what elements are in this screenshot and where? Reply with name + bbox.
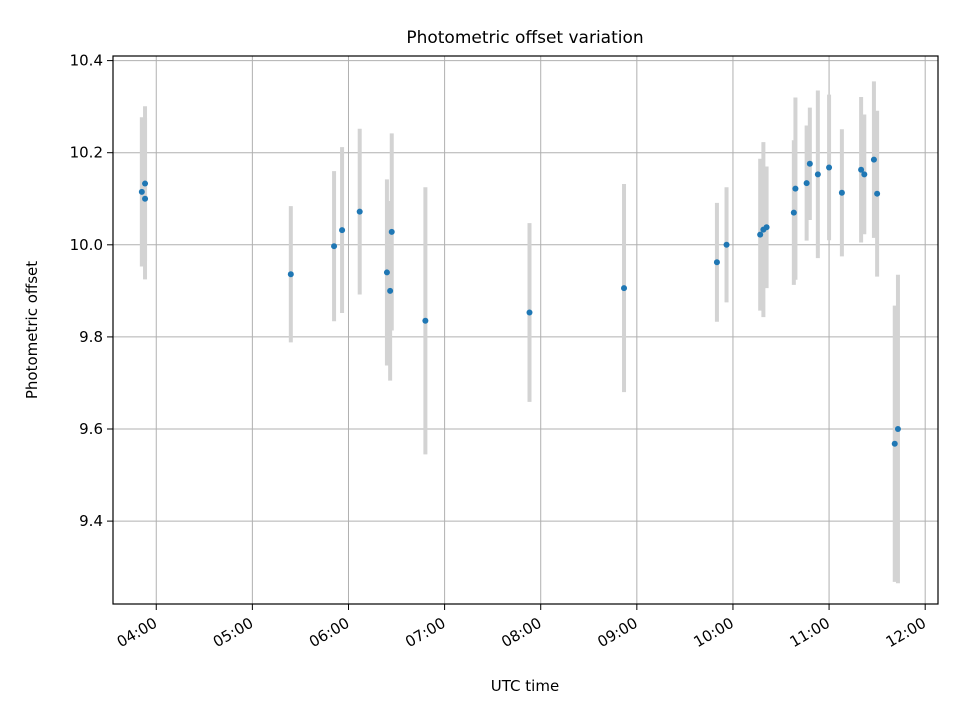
y-tick-label: 9.6 [79,420,103,438]
data-point [814,171,821,178]
y-tick-label: 9.4 [79,512,103,530]
chart-title: Photometric offset variation [406,28,643,48]
y-axis: 9.4 9.6 9.8 10.0 10.2 10.4 [70,52,113,530]
y-tick-label: 9.8 [79,328,103,346]
data-point [356,208,363,215]
data-point [870,156,877,163]
data-point [142,180,149,187]
y-axis-label: Photometric offset [23,261,41,399]
data-point [891,440,898,447]
data-point [142,195,149,202]
data-point [858,166,865,173]
data-point [526,309,533,316]
y-tick-label: 10.4 [70,52,103,70]
data-point [388,228,395,235]
data-point [621,285,628,292]
y-tick-label: 10.0 [70,236,103,254]
data-point [838,189,845,196]
data-point [422,317,429,324]
data-point [331,243,338,250]
data-point [806,160,813,167]
data-point [387,287,394,294]
data-point [383,269,390,276]
data-point [826,164,833,171]
y-tick-label: 10.2 [70,144,103,162]
data-point [138,188,145,195]
x-axis-label: UTC time [491,677,559,695]
data-point [792,185,799,192]
data-point [757,231,764,238]
data-points [138,156,901,447]
data-point [287,271,294,278]
data-point [803,180,810,187]
data-point [874,190,881,197]
data-point [713,259,720,266]
data-point [763,224,770,231]
data-point [894,426,901,433]
plot-frame [112,55,939,605]
data-point [861,171,868,178]
data-point [723,241,730,248]
data-point [790,209,797,216]
data-point [339,227,346,234]
